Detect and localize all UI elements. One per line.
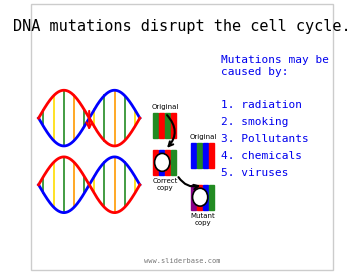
Text: Mutant
copy: Mutant copy: [191, 213, 215, 226]
Bar: [159, 150, 164, 175]
Bar: [203, 143, 208, 168]
Text: 2. smoking: 2. smoking: [221, 117, 288, 127]
Text: Correct
copy: Correct copy: [153, 178, 178, 191]
Bar: [165, 113, 170, 138]
Bar: [153, 113, 158, 138]
Bar: [165, 150, 170, 175]
FancyArrowPatch shape: [167, 115, 175, 146]
Text: 5. viruses: 5. viruses: [221, 168, 288, 178]
Text: 3. Pollutants: 3. Pollutants: [221, 134, 309, 144]
Bar: [153, 150, 158, 175]
Bar: [209, 185, 214, 210]
Text: 1. radiation: 1. radiation: [221, 100, 302, 110]
Bar: [171, 113, 176, 138]
Text: Mutations may be
caused by:: Mutations may be caused by:: [221, 55, 329, 77]
Bar: [203, 185, 208, 210]
Bar: [197, 143, 202, 168]
Circle shape: [193, 188, 208, 206]
FancyBboxPatch shape: [31, 4, 333, 270]
Bar: [171, 150, 176, 175]
Text: DNA mutations disrupt the cell cycle.: DNA mutations disrupt the cell cycle.: [13, 19, 351, 34]
FancyArrowPatch shape: [178, 177, 198, 189]
Bar: [209, 143, 214, 168]
Bar: [197, 185, 202, 210]
Bar: [191, 185, 196, 210]
Text: 4. chemicals: 4. chemicals: [221, 151, 302, 161]
Text: Original: Original: [189, 134, 217, 140]
Circle shape: [155, 153, 170, 171]
Bar: [159, 113, 164, 138]
Text: www.sliderbase.com: www.sliderbase.com: [144, 258, 220, 264]
Bar: [191, 143, 196, 168]
Text: Original: Original: [151, 104, 179, 110]
